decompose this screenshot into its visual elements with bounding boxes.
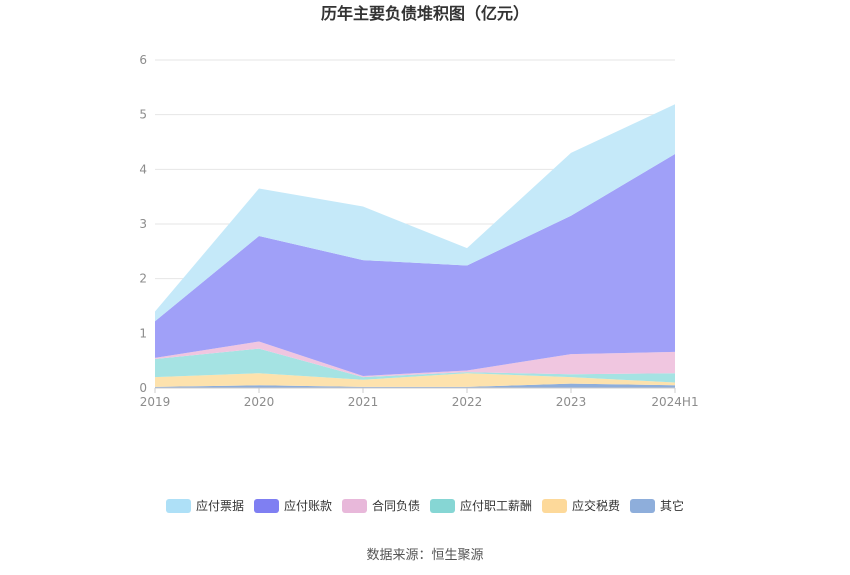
legend-item-应付职工薪酬[interactable]: 应付职工薪酬 <box>430 498 532 513</box>
legend-label: 应交税费 <box>572 498 620 513</box>
legend-swatch <box>542 499 567 513</box>
chart-title: 历年主要负债堆积图（亿元） <box>321 4 529 23</box>
x-tick-label: 2020 <box>244 395 275 409</box>
data-source: 数据来源：恒生聚源 <box>366 548 483 563</box>
legend-item-合同负债[interactable]: 合同负债 <box>342 498 420 513</box>
x-axis-ticks: 2019 2020 2021 2022 2023 2024H1 <box>140 388 699 409</box>
x-tick-label: 2022 <box>452 395 483 409</box>
legend-item-应付票据[interactable]: 应付票据 <box>166 498 244 513</box>
legend-label: 应付职工薪酬 <box>460 498 532 513</box>
area-合同负债[interactable] <box>155 341 675 378</box>
area-其它[interactable] <box>155 383 675 388</box>
legend[interactable]: 应付票据 应付账款 合同负债 应付职工薪酬 应交税费 其它 <box>166 498 684 513</box>
y-tick-label: 6 <box>139 53 147 67</box>
area-应付账款[interactable] <box>155 154 675 376</box>
y-axis-ticks: 0 1 2 3 4 5 6 <box>139 53 147 395</box>
legend-swatch <box>430 499 455 513</box>
legend-item-应付账款[interactable]: 应付账款 <box>254 498 332 513</box>
y-tick-label: 3 <box>139 217 147 231</box>
x-tick-label: 2023 <box>556 395 587 409</box>
legend-swatch <box>166 499 191 513</box>
y-tick-label: 1 <box>139 326 147 340</box>
legend-label: 其它 <box>660 498 684 513</box>
y-tick-label: 5 <box>139 108 147 122</box>
area-应付票据[interactable] <box>155 104 675 322</box>
legend-label: 合同负债 <box>372 498 420 513</box>
legend-label: 应付票据 <box>196 498 244 513</box>
legend-item-其它[interactable]: 其它 <box>630 498 684 513</box>
legend-item-应交税费[interactable]: 应交税费 <box>542 498 620 513</box>
legend-swatch <box>630 499 655 513</box>
x-tick-label: 2024H1 <box>651 395 698 409</box>
y-tick-label: 2 <box>139 272 147 286</box>
area-应交税费[interactable] <box>155 373 675 387</box>
legend-label: 应付账款 <box>284 498 332 513</box>
x-tick-label: 2019 <box>140 395 171 409</box>
area-应付职工薪酬[interactable] <box>155 348 675 383</box>
legend-swatch <box>342 499 367 513</box>
y-tick-label: 4 <box>139 162 147 176</box>
area-series <box>155 104 675 388</box>
y-tick-label: 0 <box>139 381 147 395</box>
legend-swatch <box>254 499 279 513</box>
x-tick-label: 2021 <box>348 395 379 409</box>
